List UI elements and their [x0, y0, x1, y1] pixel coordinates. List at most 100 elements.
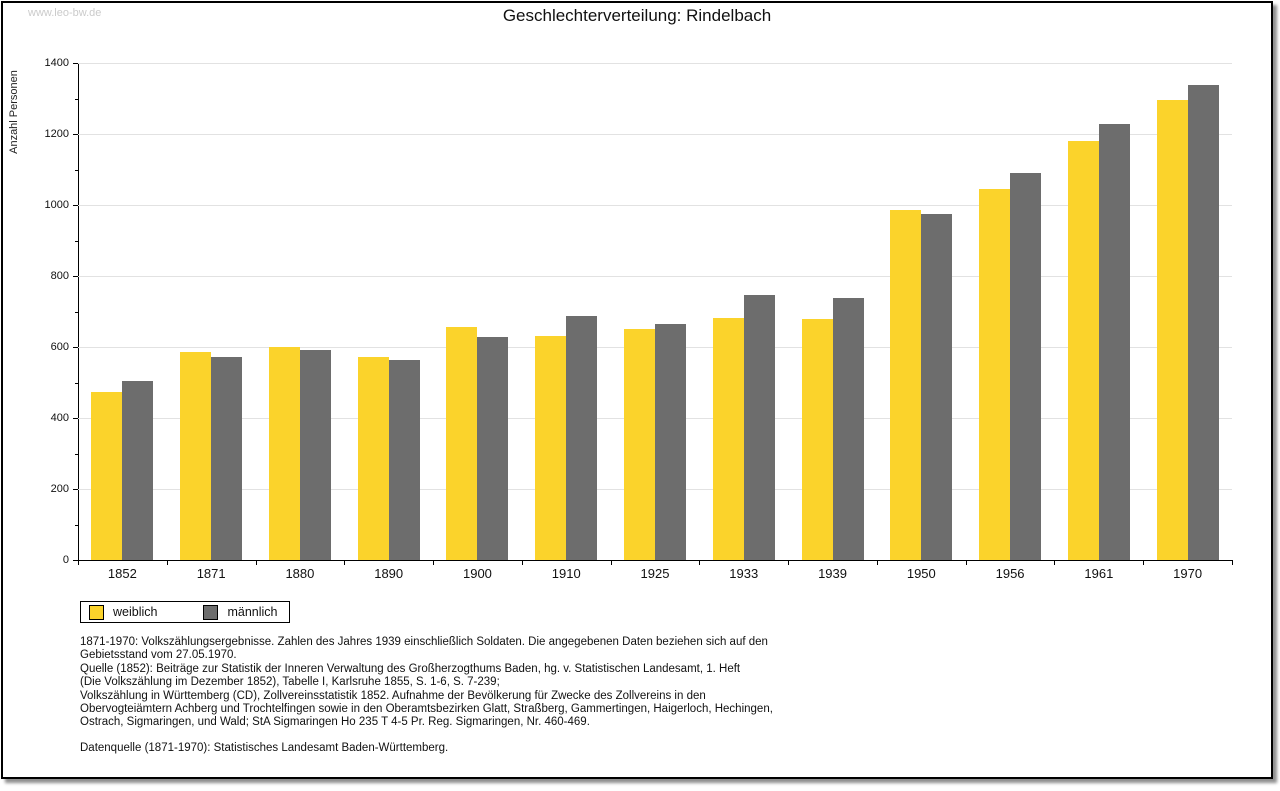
x-label-1939: 1939: [818, 566, 847, 581]
x-label-1933: 1933: [729, 566, 759, 581]
bar-weiblich-1900[interactable]: [446, 327, 478, 560]
source-note-line-2: Gebietsstand vom 27.05.1970.: [80, 649, 237, 662]
bar-männlich-1939[interactable]: [832, 298, 864, 560]
y-minor-tick-500: [75, 382, 78, 384]
y-tick-label-600: 600: [50, 341, 69, 353]
y-tick-label-0: 0: [62, 554, 69, 566]
x-label-1950: 1950: [906, 566, 936, 581]
source-note-line-3: Quelle (1852): Beiträge zur Statistik de…: [80, 662, 741, 675]
source-note-line-1: 1871-1970: Volkszählungsergebnisse. Zahl…: [80, 636, 768, 648]
x-boundary-tick-9: [876, 560, 878, 565]
y-tick-label-1200: 1200: [44, 128, 69, 140]
y-minor-tick-1100: [75, 169, 78, 171]
bar-männlich-1852[interactable]: [122, 380, 154, 560]
bar-männlich-1880[interactable]: [299, 349, 331, 560]
bar-männlich-1950[interactable]: [921, 213, 953, 560]
source-note-line-5: Volkszählung in Württemberg (CD), Zollve…: [80, 689, 706, 702]
x-boundary-tick-0: [78, 560, 79, 565]
chart-frame: www.leo-bw.de Geschlechterverteilung: Ri…: [1, 1, 1273, 779]
maennlich-swatch-icon: [203, 604, 219, 620]
gridline-1200: [78, 134, 1232, 135]
y-tick-label-400: 400: [50, 412, 69, 424]
bar-weiblich-1925[interactable]: [624, 328, 655, 560]
bar-männlich-1956[interactable]: [1010, 173, 1042, 560]
x-boundary-tick-8: [788, 560, 790, 565]
x-boundary-tick-3: [344, 560, 346, 565]
x-boundary-tick-11: [1054, 560, 1056, 565]
chart-title: Geschlechterverteilung: Rindelbach: [502, 6, 772, 25]
bar-männlich-1910[interactable]: [566, 315, 598, 560]
y-minor-tick-1300: [75, 98, 78, 100]
x-label-1880: 1880: [285, 566, 315, 581]
bar-männlich-1933[interactable]: [743, 294, 775, 560]
y-tick-800: [73, 276, 78, 277]
bar-männlich-1871[interactable]: [211, 356, 243, 560]
gridline-1000: [78, 205, 1232, 206]
x-label-1961: 1961: [1084, 566, 1114, 581]
x-label-1890: 1890: [374, 566, 404, 581]
watermark: www.leo-bw.de: [28, 7, 102, 19]
y-tick-label-200: 200: [50, 483, 69, 495]
y-tick-400: [73, 418, 78, 419]
bar-weiblich-1950[interactable]: [890, 210, 922, 560]
y-tick-1200: [73, 134, 78, 135]
x-boundary-tick-7: [699, 560, 701, 565]
y-tick-600: [73, 347, 78, 348]
bar-weiblich-1871[interactable]: [180, 351, 212, 560]
legend-item-maennlich: männlich: [203, 604, 278, 620]
y-minor-tick-900: [75, 240, 78, 242]
y-tick-label-800: 800: [50, 270, 69, 282]
gridline-1400: [78, 63, 1232, 64]
legend-label-weiblich: weiblich: [113, 605, 158, 619]
bar-weiblich-1880[interactable]: [268, 347, 300, 560]
x-boundary-tick-2: [255, 560, 257, 565]
bar-weiblich-1956[interactable]: [979, 189, 1011, 560]
x-boundary-tick-6: [610, 560, 612, 565]
x-label-1871: 1871: [196, 566, 226, 581]
bar-weiblich-1970[interactable]: [1156, 100, 1188, 560]
source-note-line-4: (Die Volkszählung im Dezember 1852), Tab…: [80, 676, 500, 689]
x-label-1956: 1956: [995, 566, 1025, 581]
x-label-1910: 1910: [551, 566, 581, 581]
bar-weiblich-1890[interactable]: [357, 357, 389, 560]
y-tick-label-1000: 1000: [44, 199, 69, 211]
y-tick-200: [73, 489, 78, 490]
source-notes: 1871-1970: Volkszählungsergebnisse. Zahl…: [80, 636, 773, 730]
gridline-800: [78, 276, 1232, 277]
y-minor-tick-300: [75, 453, 78, 455]
bar-männlich-1900[interactable]: [477, 337, 509, 560]
x-boundary-tick-4: [433, 560, 435, 565]
legend-item-weiblich: weiblich: [89, 604, 158, 620]
bar-männlich-1925[interactable]: [655, 324, 686, 560]
x-label-1900: 1900: [462, 566, 492, 581]
x-boundary-tick-1: [166, 560, 168, 565]
x-boundary-tick-12: [1143, 560, 1145, 565]
bar-weiblich-1910[interactable]: [535, 335, 567, 560]
x-label-1925: 1925: [640, 566, 670, 581]
legend-label-maennlich: männlich: [227, 605, 278, 619]
bar-männlich-1970[interactable]: [1187, 85, 1219, 560]
source-note-line-6: Obervogteiämtern Achberg und Trochtelfin…: [80, 703, 773, 716]
bar-weiblich-1933[interactable]: [712, 317, 744, 560]
bar-weiblich-1852[interactable]: [91, 392, 123, 560]
y-tick-label-1400: 1400: [44, 57, 69, 69]
datasource-note: Datenquelle (1871-1970): Statistisches L…: [80, 742, 449, 754]
bar-männlich-1961[interactable]: [1098, 124, 1130, 560]
y-minor-tick-100: [75, 524, 78, 526]
bar-weiblich-1939[interactable]: [801, 319, 833, 560]
bar-weiblich-1961[interactable]: [1067, 141, 1099, 560]
x-label-1852: 1852: [107, 566, 137, 581]
y-tick-1400: [73, 63, 78, 64]
x-boundary-tick-10: [965, 560, 967, 565]
x-boundary-tick-13: [1232, 560, 1233, 565]
plot-area: 0 200 400 600 800 1000 1200 1400 1852 1871 1880 189…: [45, 57, 1233, 581]
y-axis-title: Anzahl Personen: [8, 70, 20, 154]
y-tick-0: [73, 560, 78, 561]
source-note-line-7: Ostrach, Sigmaringen, und Wald; StA Sigm…: [80, 716, 590, 729]
x-boundary-tick-5: [521, 560, 523, 565]
y-tick-1000: [73, 205, 78, 206]
y-axis-line: [78, 63, 79, 560]
x-axis-line: [78, 560, 1232, 561]
bar-männlich-1890[interactable]: [388, 360, 420, 560]
